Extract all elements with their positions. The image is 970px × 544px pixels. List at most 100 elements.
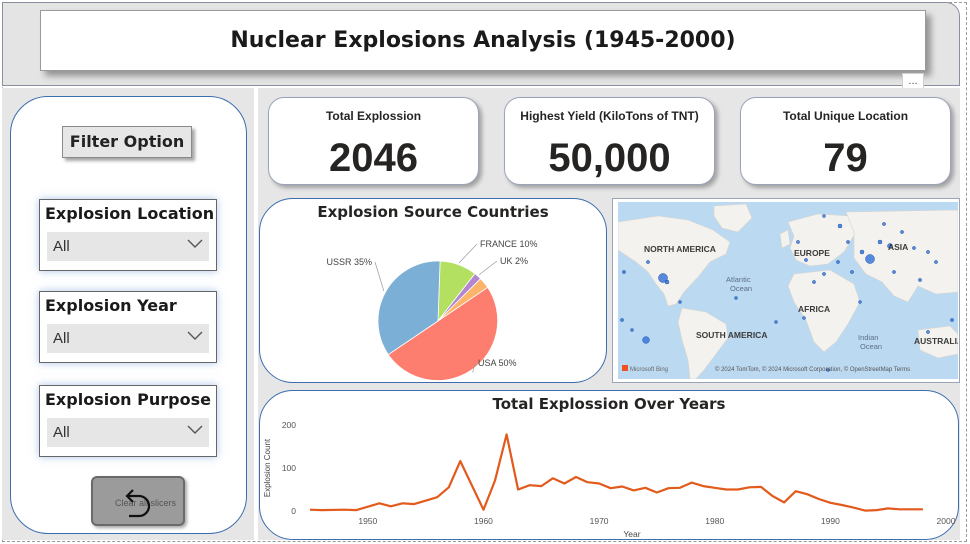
x-tick-label: 2000	[937, 516, 956, 526]
clear-all-slicers-button[interactable]: Clear all slicers	[91, 476, 185, 526]
pie-slice-usa	[387, 286, 499, 381]
x-axis-label: Year	[623, 529, 640, 539]
title-box: Nuclear Explosions Analysis (1945-2000)	[40, 10, 926, 71]
pie-slice-ussr	[377, 260, 441, 356]
asia-landmass	[845, 209, 958, 303]
site-marker	[846, 240, 850, 244]
y-axis-label: Explosion Count	[263, 438, 272, 497]
pie-leader-line	[478, 260, 498, 275]
site-marker	[859, 249, 865, 255]
kpi-highest-yield: Highest Yield (KiloTons of TNT) 50,000	[504, 97, 715, 185]
line-chart-title: Total Explossion Over Years	[492, 395, 726, 413]
microsoft-logo-icon	[622, 365, 628, 371]
dropdown-value: All	[53, 238, 70, 255]
chevron-down-icon	[187, 425, 203, 434]
pie-chart-card: Explosion Source Countries FRANCE 10% UK …	[259, 198, 607, 383]
africa-landmass	[787, 269, 861, 353]
site-marker	[900, 230, 904, 234]
kpi-label: Total Unique Location	[782, 109, 909, 123]
site-marker	[774, 320, 778, 324]
map-logo: Microsoft Bing	[630, 367, 668, 373]
slicer-title: Explosion Year	[45, 296, 177, 315]
south-america-landmass	[677, 307, 729, 379]
chevron-down-icon	[187, 331, 203, 340]
map-label-north-america: NORTH AMERICA	[644, 244, 716, 254]
map-label-south-america: SOUTH AMERICA	[696, 330, 767, 340]
x-tick-label: 1950	[358, 516, 377, 526]
site-marker	[934, 260, 938, 264]
map-label-europe: EUROPE	[794, 248, 830, 258]
site-marker	[678, 300, 682, 304]
kpi-value: 2046	[329, 136, 418, 180]
kpi-label: Highest Yield (KiloTons of TNT)	[520, 109, 699, 123]
slicer-explosion-location: Explosion Location All	[39, 199, 217, 271]
dropdown-value: All	[53, 424, 70, 441]
pie-data-label: USA 50%	[478, 358, 517, 368]
pie-chart: FRANCE 10% UK 2% USA 50% USSR 35%	[326, 239, 538, 381]
site-marker	[836, 260, 840, 264]
site-marker	[822, 272, 826, 276]
kpi-value: 79	[823, 136, 868, 180]
site-marker	[812, 280, 816, 284]
pie-leader-line	[472, 362, 476, 373]
site-marker	[887, 243, 893, 249]
map-card: NORTH AMERICA EUROPE ASIA AFRICA SOUTH A…	[612, 198, 960, 383]
world-map[interactable]: NORTH AMERICA EUROPE ASIA AFRICA SOUTH A…	[618, 202, 958, 379]
slicer-explosion-purpose: Explosion Purpose All	[39, 385, 217, 457]
slicer-title: Explosion Purpose	[45, 390, 211, 409]
kpi-total-explosion: Total Explossion 2046	[268, 97, 479, 185]
pie-leader-line	[374, 261, 385, 292]
location-dropdown[interactable]: All	[47, 232, 209, 261]
site-marker	[858, 300, 862, 304]
kpi-label: Total Explossion	[325, 109, 422, 123]
world-map-graphic: NORTH AMERICA EUROPE ASIA AFRICA SOUTH A…	[618, 203, 958, 379]
site-marker	[642, 336, 650, 344]
pie-data-label: USSR 35%	[326, 257, 372, 267]
map-label-atlantic: Atlantic	[726, 275, 751, 284]
site-marker	[822, 214, 826, 218]
y-tick-label: 100	[282, 463, 296, 473]
line-chart-card: Total Explossion Over Years 0 100 200 1950 1…	[259, 390, 959, 540]
map-label-asia: ASIA	[888, 242, 908, 252]
site-marker	[796, 240, 800, 244]
site-marker	[802, 316, 806, 320]
site-marker	[664, 279, 670, 285]
clear-slicers-label: Clear all slicers	[115, 498, 177, 508]
australia-landmass	[917, 325, 958, 359]
pie-leader-line	[458, 243, 478, 263]
site-marker	[804, 258, 808, 262]
slicer-explosion-year: Explosion Year All	[39, 291, 217, 363]
site-marker	[950, 318, 954, 322]
site-marker	[926, 250, 930, 254]
map-label-africa: AFRICA	[798, 304, 830, 314]
kpi-value: 50,000	[548, 136, 671, 180]
map-attribution: © 2024 TomTom, © 2024 Microsoft Corporat…	[715, 366, 910, 373]
y-tick-label: 200	[282, 420, 296, 430]
site-marker	[658, 273, 668, 283]
site-marker	[882, 222, 886, 226]
pie-chart-title: Explosion Source Countries	[317, 203, 549, 221]
site-marker	[892, 270, 896, 274]
site-marker	[918, 278, 922, 282]
pie-data-label: UK 2%	[500, 256, 528, 266]
greenland-landmass	[713, 203, 753, 233]
purpose-dropdown[interactable]: All	[47, 418, 209, 447]
chevron-down-icon	[187, 239, 203, 248]
undo-arrow-icon	[125, 489, 151, 518]
site-marker	[630, 328, 634, 332]
britain-landmass	[779, 229, 791, 249]
europe-landmass	[787, 213, 857, 267]
pie-data-label: FRANCE 10%	[480, 239, 538, 249]
map-label-atlantic-ocean: Ocean	[730, 284, 752, 293]
site-marker	[622, 270, 626, 274]
site-marker	[850, 270, 854, 274]
x-tick-label: 1980	[705, 516, 724, 526]
kpi-total-unique-location: Total Unique Location 79	[740, 97, 951, 185]
site-marker	[837, 223, 843, 229]
filter-option-button[interactable]: Filter Option	[62, 126, 192, 158]
site-marker	[620, 318, 624, 322]
slicer-title: Explosion Location	[45, 204, 215, 223]
year-dropdown[interactable]: All	[47, 324, 209, 353]
site-marker	[912, 246, 916, 250]
